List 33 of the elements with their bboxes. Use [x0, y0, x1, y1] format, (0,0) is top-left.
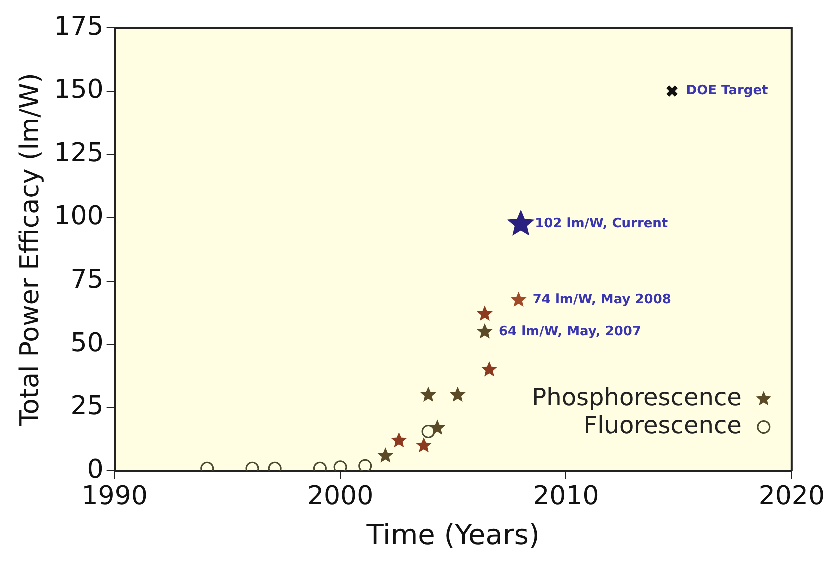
- x-tick-label: 2020: [758, 482, 825, 512]
- point: [416, 437, 432, 453]
- point: [422, 424, 436, 438]
- point: [510, 292, 527, 308]
- annotation: 64 lm/W, May, 2007: [498, 324, 642, 340]
- x-tick-label: 2010: [533, 482, 600, 512]
- point: [334, 460, 348, 472]
- point: [507, 210, 535, 236]
- point: [430, 420, 446, 435]
- y-tick-label: 125: [54, 138, 104, 168]
- y-tick-label: 150: [54, 75, 104, 106]
- point: [391, 432, 408, 448]
- y-tick-label: 25: [70, 392, 104, 422]
- point: [378, 448, 394, 463]
- point: [476, 306, 493, 321]
- x-tick-label: 2000: [307, 482, 374, 512]
- y-tick-label: 175: [54, 12, 104, 42]
- y-tick-label: 75: [70, 265, 104, 296]
- y-tick-label: 50: [70, 328, 104, 358]
- legend-label: Fluorescence: [584, 411, 742, 440]
- point: [666, 85, 679, 98]
- point: [476, 324, 493, 339]
- point: [450, 386, 466, 402]
- y-axis-title: Total Power Efficacy (lm/W): [15, 73, 46, 428]
- annotation: DOE Target: [686, 84, 768, 99]
- point: [481, 361, 498, 377]
- annotation: 102 lm/W, Current: [535, 216, 668, 232]
- legend-label: Phosphorescence: [532, 383, 742, 412]
- x-axis-title: Time (Years): [366, 518, 540, 552]
- y-tick-label: 100: [54, 202, 104, 232]
- annotation: 74 lm/W, May 2008: [532, 292, 672, 308]
- point: [358, 459, 372, 472]
- point: [420, 386, 437, 402]
